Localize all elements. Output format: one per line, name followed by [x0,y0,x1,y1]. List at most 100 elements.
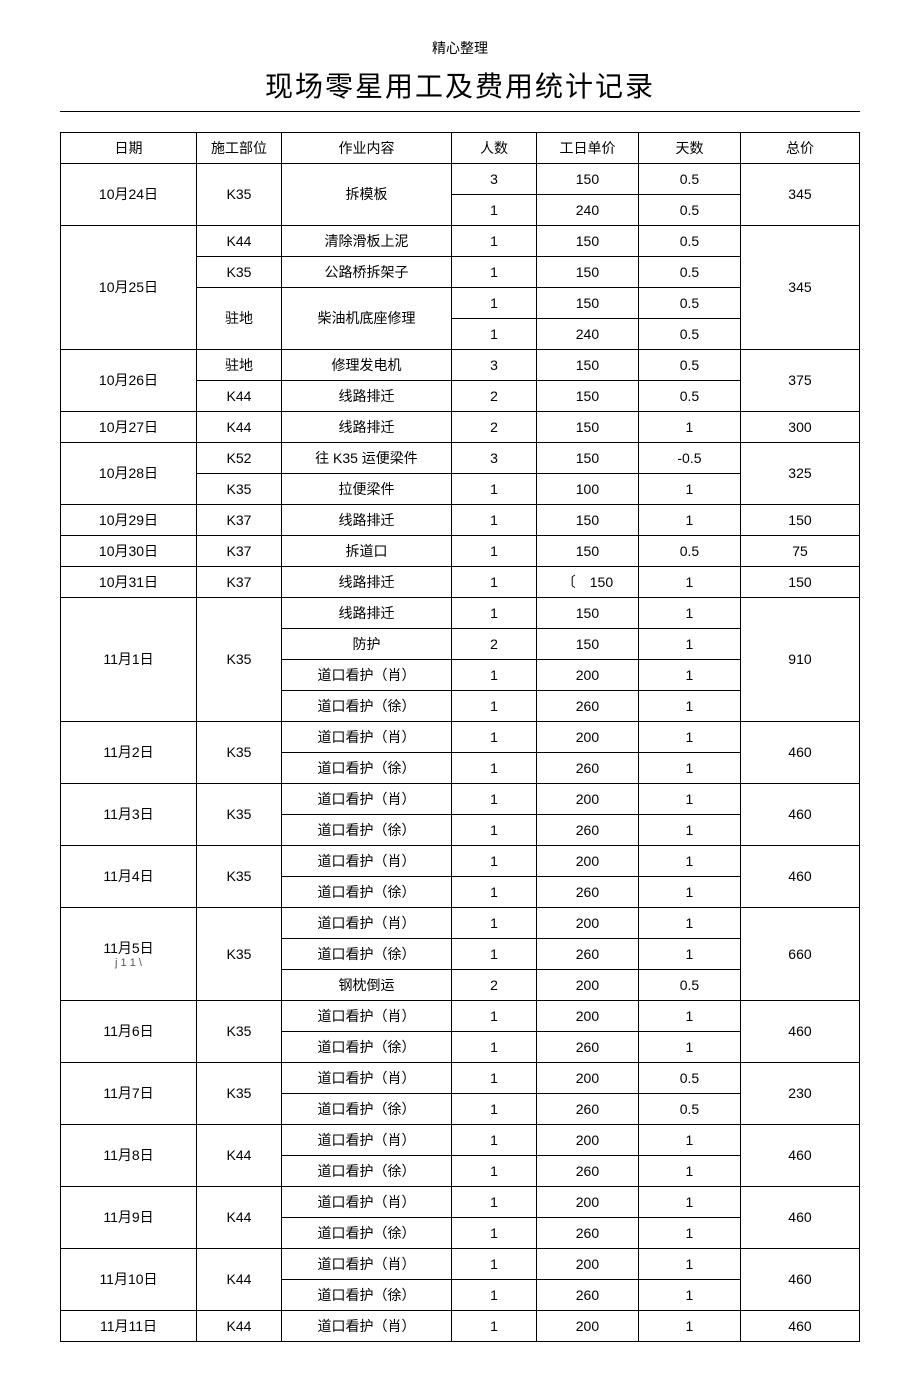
cell-work: 线路排迁 [281,411,451,442]
cell-location: K52 [196,442,281,473]
cell-work: 道口看护（肖） [281,721,451,752]
cell-days: 1 [638,1155,740,1186]
cell-days: 0.5 [638,1062,740,1093]
cell-rate: 200 [536,1248,638,1279]
labor-cost-table: 日期 施工部位 作业内容 人数 工日单价 天数 总价 10月24日K35拆模板3… [60,132,860,1342]
cell-date: 11月11日 [61,1310,197,1341]
cell-days: 1 [638,845,740,876]
cell-date: 11月4日 [61,845,197,907]
cell-total: 375 [740,349,859,411]
cell-rate: 200 [536,907,638,938]
cell-people: 2 [451,380,536,411]
cell-people: 1 [451,1186,536,1217]
table-row: 11月1日K35线路排迁11501910 [61,597,860,628]
cell-work: 道口看护（徐） [281,1279,451,1310]
cell-rate: 260 [536,752,638,783]
cell-rate: 150 [536,380,638,411]
cell-location: K35 [196,783,281,845]
cell-work: 公路桥拆架子 [281,256,451,287]
cell-people: 1 [451,256,536,287]
cell-people: 1 [451,814,536,845]
cell-people: 1 [451,1124,536,1155]
col-work-header: 作业内容 [281,132,451,163]
cell-rate: 150 [536,504,638,535]
cell-rate: 150 [536,349,638,380]
cell-total: 910 [740,597,859,721]
cell-people: 1 [451,876,536,907]
cell-people: 1 [451,1000,536,1031]
cell-location: K44 [196,1310,281,1341]
cell-rate: 150 [536,535,638,566]
cell-people: 1 [451,1310,536,1341]
cell-rate: 260 [536,814,638,845]
table-row: 11月8日K44道口看护（肖）12001460 [61,1124,860,1155]
table-row: 11月7日K35道口看护（肖）12000.5230 [61,1062,860,1093]
cell-location: K35 [196,1062,281,1124]
cell-location: K35 [196,473,281,504]
col-days-header: 天数 [638,132,740,163]
cell-people: 1 [451,845,536,876]
cell-days: 1 [638,752,740,783]
cell-work: 道口看护（肖） [281,907,451,938]
cell-date: 10月27日 [61,411,197,442]
cell-location: K44 [196,1248,281,1310]
cell-rate: 240 [536,318,638,349]
cell-days: 0.5 [638,163,740,194]
cell-total: 660 [740,907,859,1000]
cell-total: 300 [740,411,859,442]
table-row: 10月27日K44线路排迁21501300 [61,411,860,442]
cell-work: 线路排迁 [281,597,451,628]
cell-location: K37 [196,535,281,566]
cell-work: 道口看护（肖） [281,1124,451,1155]
cell-total: 460 [740,1124,859,1186]
cell-people: 1 [451,1279,536,1310]
table-row: 11月5日j 1 1 \K35道口看护（肖）12001660 [61,907,860,938]
cell-people: 1 [451,535,536,566]
cell-days: 1 [638,1124,740,1155]
cell-work: 道口看护（徐） [281,814,451,845]
cell-rate: 100 [536,473,638,504]
cell-date: 11月6日 [61,1000,197,1062]
cell-rate: 260 [536,690,638,721]
cell-location: K35 [196,163,281,225]
cell-days: -0.5 [638,442,740,473]
page-title: 现场零星用工及费用统计记录 [60,65,860,105]
cell-date: 11月1日 [61,597,197,721]
cell-people: 1 [451,287,536,318]
cell-people: 3 [451,442,536,473]
cell-people: 1 [451,1062,536,1093]
cell-work: 拆模板 [281,163,451,225]
cell-work: 钢枕倒运 [281,969,451,1000]
cell-people: 1 [451,721,536,752]
cell-total: 325 [740,442,859,504]
cell-date: 10月24日 [61,163,197,225]
cell-work: 道口看护（肖） [281,1248,451,1279]
cell-rate: 200 [536,783,638,814]
cell-people: 1 [451,1031,536,1062]
cell-date: 11月5日j 1 1 \ [61,907,197,1000]
cell-people: 1 [451,225,536,256]
title-underline [60,111,860,112]
cell-rate: 150 [536,163,638,194]
cell-date: 10月26日 [61,349,197,411]
cell-work: 线路排迁 [281,380,451,411]
cell-work: 道口看护（徐） [281,1217,451,1248]
cell-days: 1 [638,1000,740,1031]
cell-rate: 240 [536,194,638,225]
cell-rate: 260 [536,1031,638,1062]
cell-people: 2 [451,969,536,1000]
cell-location: K44 [196,411,281,442]
cell-people: 1 [451,783,536,814]
cell-days: 0.5 [638,194,740,225]
cell-total: 345 [740,163,859,225]
cell-days: 0.5 [638,535,740,566]
cell-work: 道口看护（徐） [281,1155,451,1186]
cell-rate: 200 [536,721,638,752]
cell-work: 道口看护（肖） [281,845,451,876]
table-row: 10月24日K35拆模板31500.5345 [61,163,860,194]
cell-days: 1 [638,1310,740,1341]
cell-people: 1 [451,752,536,783]
cell-rate: 260 [536,876,638,907]
cell-location: K44 [196,1186,281,1248]
cell-days: 1 [638,721,740,752]
